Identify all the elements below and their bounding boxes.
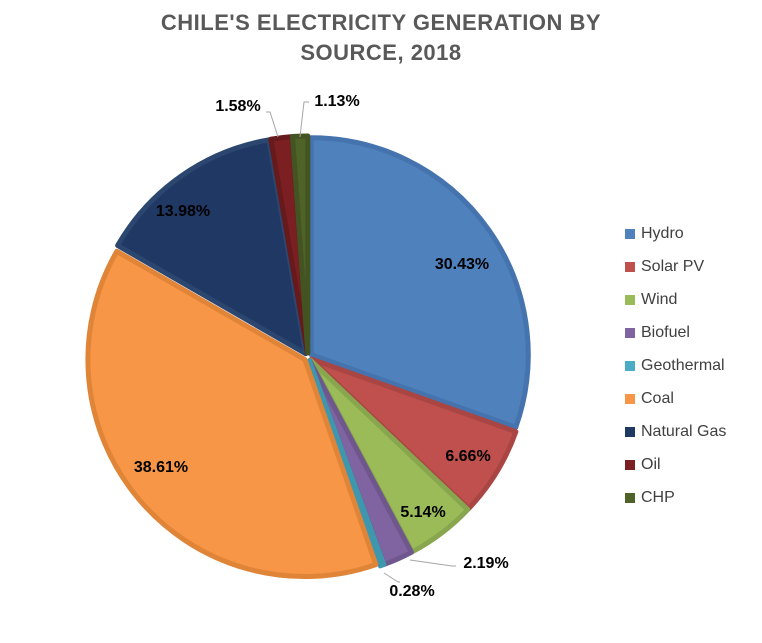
data-labels: 30.43% 6.66% 5.14% 2.19% 0.28% 38.61% 13.98% 1.… (134, 93, 509, 600)
pie-slice-geothermal (306, 358, 387, 569)
data-label-coal: 38.61% (134, 459, 188, 476)
legend-swatch (625, 327, 635, 338)
leader-line-geothermal (383, 572, 400, 583)
chart-title-line-2: SOURCE, 2018 (300, 40, 462, 65)
pie-slice-coal (85, 248, 379, 580)
legend-item-natural-gas: Natural Gas (625, 415, 726, 448)
legend-label: CHP (641, 488, 675, 506)
legend-item-coal: Coal (625, 382, 726, 415)
leader-line-biofuel (409, 559, 456, 567)
legend-label: Geothermal (641, 356, 725, 374)
legend-swatch (625, 492, 635, 503)
data-label-hydro: 30.43% (435, 256, 489, 273)
leader-lines (266, 101, 456, 583)
data-label-geothermal: 0.28% (389, 583, 434, 600)
leader-line-chp (299, 101, 309, 138)
legend-swatch (625, 459, 635, 470)
leader-line-oil (266, 111, 279, 138)
pie-slice-hydro (308, 135, 531, 430)
legend-swatch (625, 228, 635, 239)
legend-item-hydro: Hydro (625, 217, 726, 250)
legend-item-geothermal: Geothermal (625, 349, 726, 382)
legend-swatch (625, 426, 635, 437)
legend-item-solar-pv: Solar PV (625, 250, 726, 283)
legend-label: Natural Gas (641, 422, 727, 440)
legend-item-biofuel: Biofuel (625, 316, 726, 349)
data-label-natural-gas: 13.98% (156, 203, 210, 220)
data-label-biofuel: 2.19% (463, 555, 508, 572)
data-label-oil: 1.58% (215, 98, 260, 115)
pie-slice-natural-gas (115, 137, 309, 357)
pie-slices (85, 133, 531, 580)
legend-label: Oil (641, 455, 661, 473)
legend-label: Coal (641, 389, 674, 407)
legend-swatch (625, 294, 635, 305)
legend-label: Hydro (641, 224, 684, 242)
legend-swatch (625, 360, 635, 371)
data-label-wind: 5.14% (400, 504, 445, 521)
data-label-chp: 1.13% (314, 93, 359, 110)
legend-label: Biofuel (641, 323, 690, 341)
legend-item-chp: CHP (625, 481, 726, 514)
chart-title-line-1: CHILE'S ELECTRICITY GENERATION BY (160, 10, 602, 35)
legend-item-wind: Wind (625, 283, 726, 316)
legend-swatch (625, 261, 635, 272)
chart-title: CHILE'S ELECTRICITY GENERATION BY SOURCE… (0, 8, 762, 68)
legend-label: Solar PV (641, 257, 705, 275)
legend-label: Wind (641, 290, 678, 308)
legend-swatch (625, 393, 635, 404)
legend-item-oil: Oil (625, 448, 726, 481)
data-label-solar-pv: 6.66% (445, 448, 490, 465)
legend: Hydro Solar PV Wind Biofuel Geothermal Coal Na… (625, 217, 726, 514)
